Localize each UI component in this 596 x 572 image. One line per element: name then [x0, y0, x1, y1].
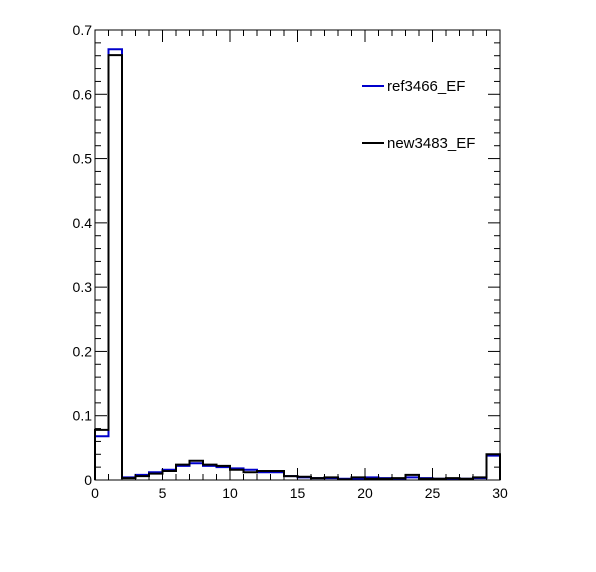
- x-tick-label: 15: [290, 485, 306, 501]
- y-tick-label: 0.4: [73, 215, 93, 231]
- series-line-1: [94, 54, 501, 481]
- histogram-layer: [94, 48, 501, 481]
- y-tick-label: 0.5: [73, 151, 93, 167]
- legend: ref3466_EF new3483_EF: [362, 78, 475, 152]
- plot-frame: [94, 29, 501, 481]
- legend-label-0: ref3466_EF: [387, 78, 465, 95]
- y-tick-label: 0: [84, 472, 92, 488]
- tick-labels: 0 5 10 15 20 25 30 0 0.1 0.2 0.3 0.4 0.5 0.6 0.7: [73, 22, 508, 501]
- x-tick-label: 30: [492, 485, 508, 501]
- axis-ticks: [94, 29, 501, 481]
- y-tick-label: 0.1: [73, 408, 93, 424]
- x-tick-label: 0: [91, 485, 99, 501]
- legend-label-1: new3483_EF: [387, 135, 475, 152]
- x-tick-label: 20: [357, 485, 373, 501]
- series-line-0: [94, 48, 501, 480]
- x-tick-label: 25: [425, 485, 441, 501]
- y-tick-label: 0.6: [73, 86, 93, 102]
- y-tick-label: 0.3: [73, 279, 93, 295]
- y-tick-label: 0.7: [73, 22, 93, 38]
- y-tick-label: 0.2: [73, 343, 93, 359]
- x-tick-label: 5: [159, 485, 167, 501]
- x-tick-label: 10: [222, 485, 238, 501]
